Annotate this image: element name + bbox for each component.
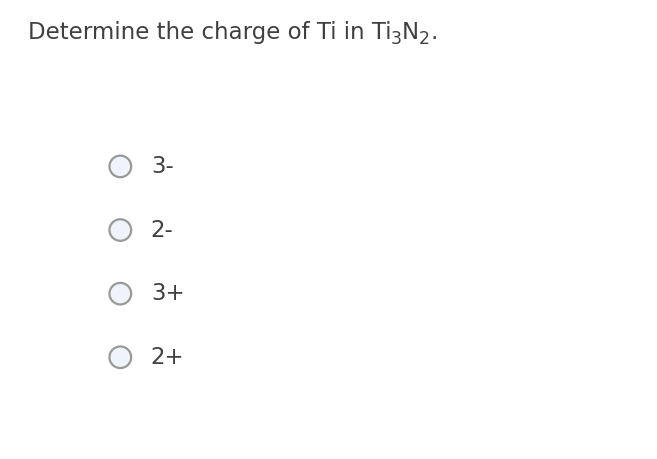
Ellipse shape <box>110 283 131 304</box>
Text: N: N <box>402 21 419 44</box>
Text: 3-: 3- <box>151 155 173 178</box>
Text: 3: 3 <box>391 30 402 48</box>
Text: 3+: 3+ <box>151 282 185 305</box>
Text: 2: 2 <box>419 30 430 48</box>
Text: Determine the charge of Ti in Ti: Determine the charge of Ti in Ti <box>28 21 391 44</box>
Ellipse shape <box>110 156 131 177</box>
Ellipse shape <box>110 347 131 368</box>
Ellipse shape <box>110 219 131 241</box>
Text: 2-: 2- <box>151 218 173 241</box>
Text: 2+: 2+ <box>151 346 185 369</box>
Text: .: . <box>430 21 438 44</box>
